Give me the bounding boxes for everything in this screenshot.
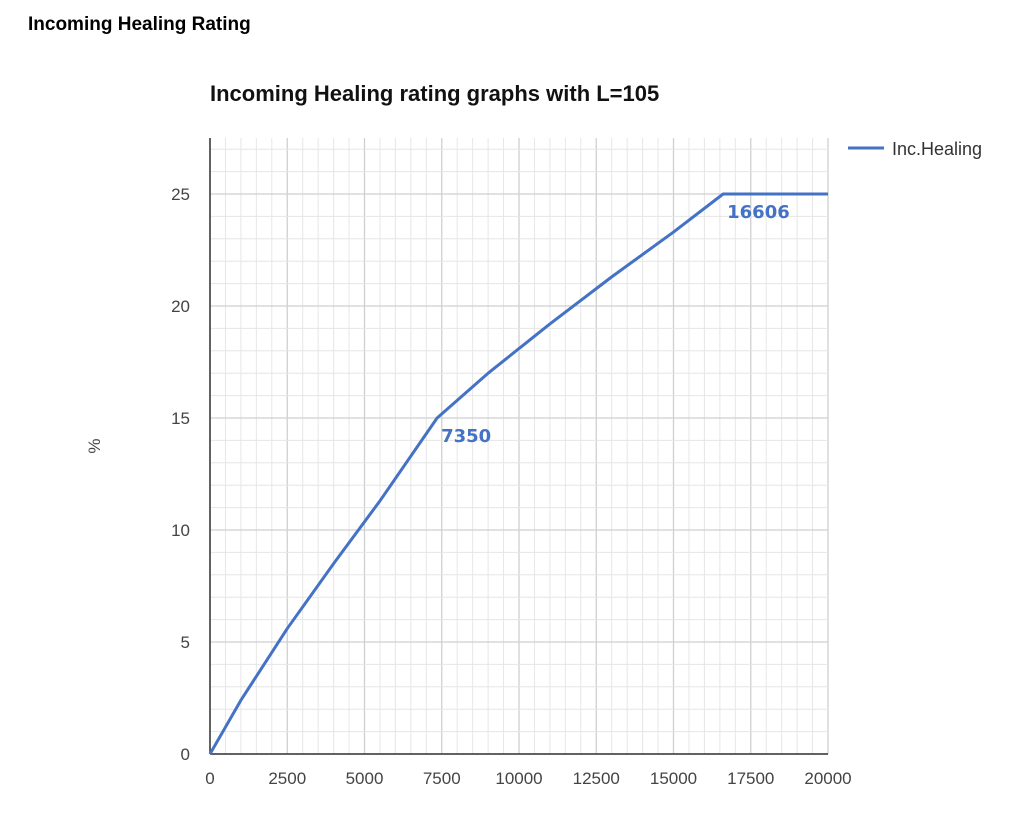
y-tick-label: 25	[171, 185, 190, 204]
y-tick-label: 20	[171, 297, 190, 316]
annotations: 7350 16606	[441, 202, 790, 447]
legend-label-inc-healing: Inc.Healing	[892, 139, 982, 159]
annotation-label: 16606	[727, 202, 790, 223]
x-tick-label: 17500	[727, 769, 774, 788]
annotation-label: 7350	[441, 426, 491, 447]
page-heading: Incoming Healing Rating	[28, 14, 251, 35]
chart-title: Incoming Healing rating graphs with L=10…	[210, 81, 659, 106]
x-tick-label: 12500	[573, 769, 620, 788]
x-tick-label: 20000	[804, 769, 851, 788]
grid	[209, 138, 829, 755]
y-tick-label: 15	[171, 409, 190, 428]
series	[208, 192, 828, 755]
y-tick-label: 10	[171, 521, 190, 540]
x-tick-label: 15000	[650, 769, 697, 788]
y-axis-label: %	[85, 438, 104, 453]
tick-labels: 0 2500 5000 7500 10000 12500 15000 17500 20000 0 5…	[171, 185, 852, 788]
x-tick-label: 10000	[495, 769, 542, 788]
axes	[209, 138, 828, 755]
x-tick-label: 5000	[346, 769, 384, 788]
x-tick-label: 2500	[268, 769, 306, 788]
x-tick-label: 0	[205, 769, 214, 788]
x-tick-label: 7500	[423, 769, 461, 788]
series-line-inc-healing	[208, 192, 828, 755]
legend: Inc.Healing	[848, 139, 982, 159]
y-tick-label: 5	[181, 633, 190, 652]
y-tick-label: 0	[181, 745, 190, 764]
